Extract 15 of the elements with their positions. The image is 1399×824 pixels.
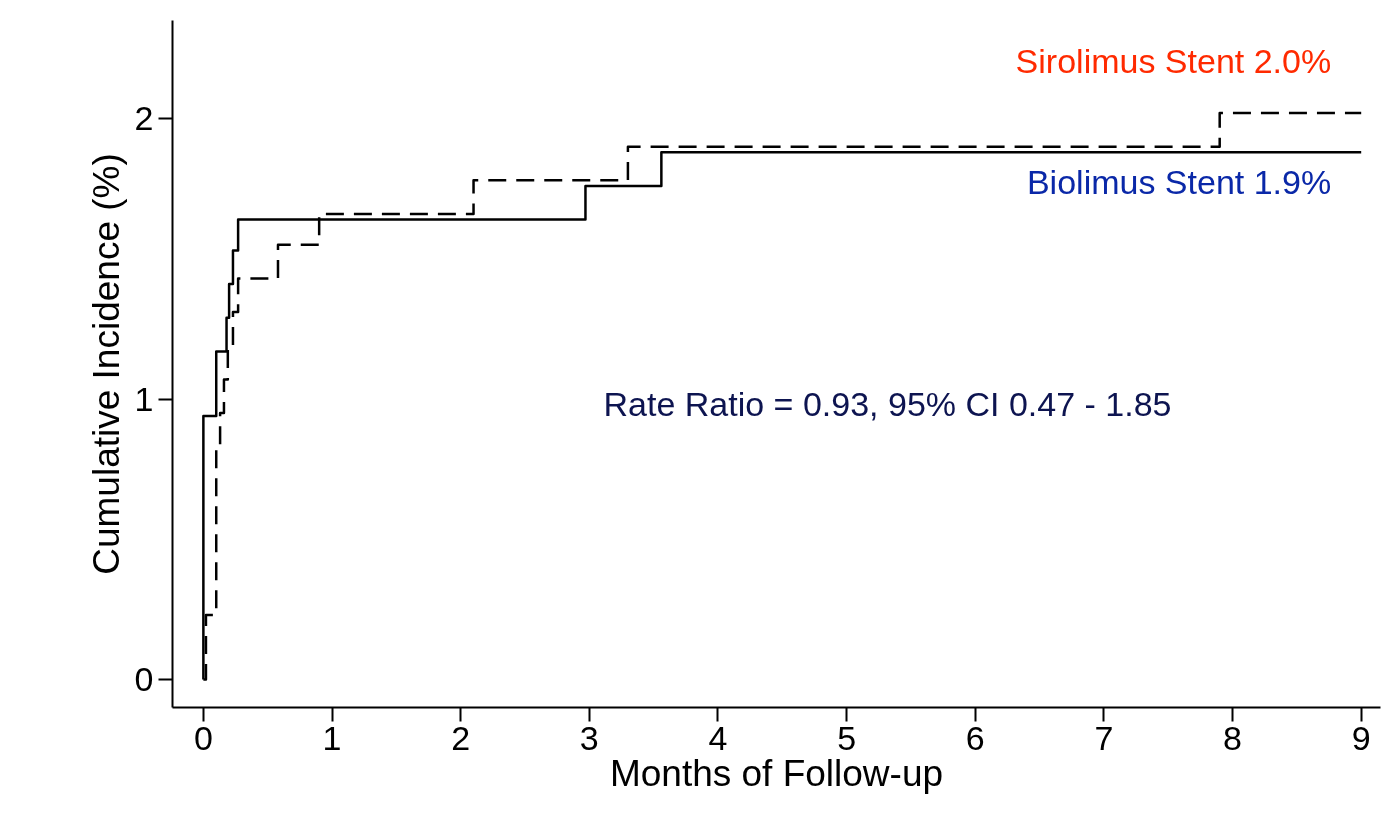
y-tick-label: 2 [134,99,154,138]
x-tick-label: 7 [1094,718,1114,757]
annotation: Rate Ratio = 0.93, 95% CI 0.47 - 1.85 [603,384,1172,423]
x-tick-label: 6 [965,718,985,757]
x-tick-label: 9 [1351,718,1371,757]
y-axis-title: Cumulative Incidence (%) [85,153,127,575]
x-tick-label: 3 [579,718,599,757]
y-tick-label: 0 [134,659,154,698]
series-label: Sirolimus Stent 2.0% [1015,42,1332,81]
x-tick-label: 0 [193,718,213,757]
x-tick-label: 2 [451,718,471,757]
series-label: Biolimus Stent 1.9% [1026,163,1332,202]
x-tick-label: 1 [322,718,342,757]
y-tick-label: 1 [134,379,154,418]
x-tick-label: 8 [1223,718,1243,757]
